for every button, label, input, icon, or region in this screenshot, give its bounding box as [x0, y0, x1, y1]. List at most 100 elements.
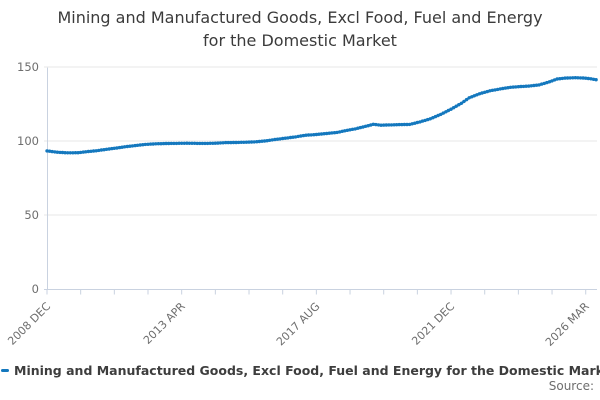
data-point	[464, 97, 469, 102]
data-point	[187, 141, 192, 145]
data-point	[293, 135, 298, 139]
data-point	[405, 122, 409, 127]
data-point	[534, 83, 539, 87]
data-point	[135, 143, 140, 147]
data-point	[301, 133, 306, 138]
data-point	[107, 147, 111, 151]
data-point	[252, 140, 256, 144]
x-axis-tick-label: 2021 DEC	[409, 300, 457, 348]
data-point	[350, 127, 355, 131]
data-point	[257, 139, 262, 144]
data-point	[576, 76, 580, 80]
data-point	[265, 139, 269, 143]
data-point	[319, 132, 324, 136]
data-point	[177, 141, 181, 145]
data-point	[172, 141, 176, 146]
data-point	[159, 142, 163, 146]
data-point	[115, 146, 119, 150]
data-point	[586, 76, 590, 81]
legend-series-label: Mining and Manufactured Goods, Excl Food…	[14, 362, 600, 378]
data-point	[363, 124, 368, 128]
data-point	[521, 84, 526, 89]
data-point	[198, 141, 202, 146]
data-point	[53, 150, 57, 154]
x-axis-tick-label: 2013 APR	[141, 300, 188, 347]
data-point	[270, 138, 274, 142]
data-point	[348, 128, 352, 132]
data-point	[384, 123, 388, 127]
data-point	[563, 76, 567, 80]
data-point	[76, 151, 80, 155]
line-chart-canvas[interactable]: 0 50 100 150 2008 DEC 2013 APR 2017 AUG 2021 DE…	[0, 0, 600, 358]
data-point	[568, 76, 572, 80]
data-point	[584, 76, 588, 80]
data-point	[493, 88, 497, 92]
data-point	[423, 118, 427, 123]
x-axis-tick-label: 2008 DEC	[5, 300, 53, 348]
data-point	[467, 96, 471, 100]
data-point	[490, 88, 495, 93]
data-point	[211, 141, 215, 145]
data-point	[91, 149, 96, 153]
data-point	[345, 128, 350, 132]
data-point	[247, 140, 251, 144]
data-point	[516, 85, 521, 89]
data-point	[503, 86, 508, 90]
data-point	[146, 142, 150, 146]
data-point	[110, 146, 114, 151]
data-point	[431, 116, 435, 120]
data-point	[79, 150, 83, 155]
data-point	[506, 86, 510, 90]
data-point	[371, 122, 375, 127]
data-point	[508, 85, 513, 90]
data-point	[571, 76, 575, 80]
data-point	[459, 101, 464, 106]
data-point	[102, 148, 106, 152]
data-point	[104, 147, 109, 151]
data-point	[47, 149, 52, 153]
series-line[interactable]	[45, 76, 598, 154]
data-point	[299, 134, 303, 138]
data-point	[117, 145, 122, 150]
data-point	[428, 117, 432, 121]
data-point	[542, 81, 546, 86]
data-point	[260, 139, 264, 143]
data-point	[229, 140, 233, 145]
data-point	[361, 125, 365, 129]
data-point	[66, 151, 70, 155]
data-point	[322, 132, 326, 136]
data-point	[120, 145, 124, 149]
data-point	[275, 137, 280, 141]
data-point	[278, 137, 282, 141]
data-point	[343, 129, 347, 133]
data-point	[185, 141, 189, 145]
data-point	[45, 149, 49, 153]
data-point	[192, 141, 197, 145]
data-point	[511, 85, 515, 89]
data-point	[483, 90, 487, 95]
data-point	[174, 141, 179, 146]
data-point	[291, 135, 295, 139]
data-point	[415, 120, 420, 125]
data-point	[208, 141, 212, 145]
y-axis-tick-label: 150	[17, 60, 39, 74]
legend-item[interactable]: Mining and Manufactured Goods, Excl Food…	[0, 362, 600, 378]
data-point	[449, 107, 453, 111]
y-axis-tick-label: 50	[24, 208, 39, 222]
chart-title: Mining and Manufactured Goods, Excl Food…	[57, 8, 543, 50]
data-point	[374, 122, 378, 127]
data-point	[180, 141, 184, 145]
data-point	[84, 150, 88, 154]
data-point	[213, 141, 217, 145]
data-point	[560, 76, 565, 81]
data-point	[309, 133, 313, 137]
data-point	[317, 132, 321, 136]
data-point	[532, 83, 536, 88]
data-point	[151, 142, 155, 146]
data-point	[451, 106, 456, 110]
data-point	[200, 141, 205, 146]
data-point	[239, 140, 243, 144]
data-point	[133, 143, 137, 148]
data-point	[123, 145, 127, 149]
data-point	[591, 77, 596, 82]
